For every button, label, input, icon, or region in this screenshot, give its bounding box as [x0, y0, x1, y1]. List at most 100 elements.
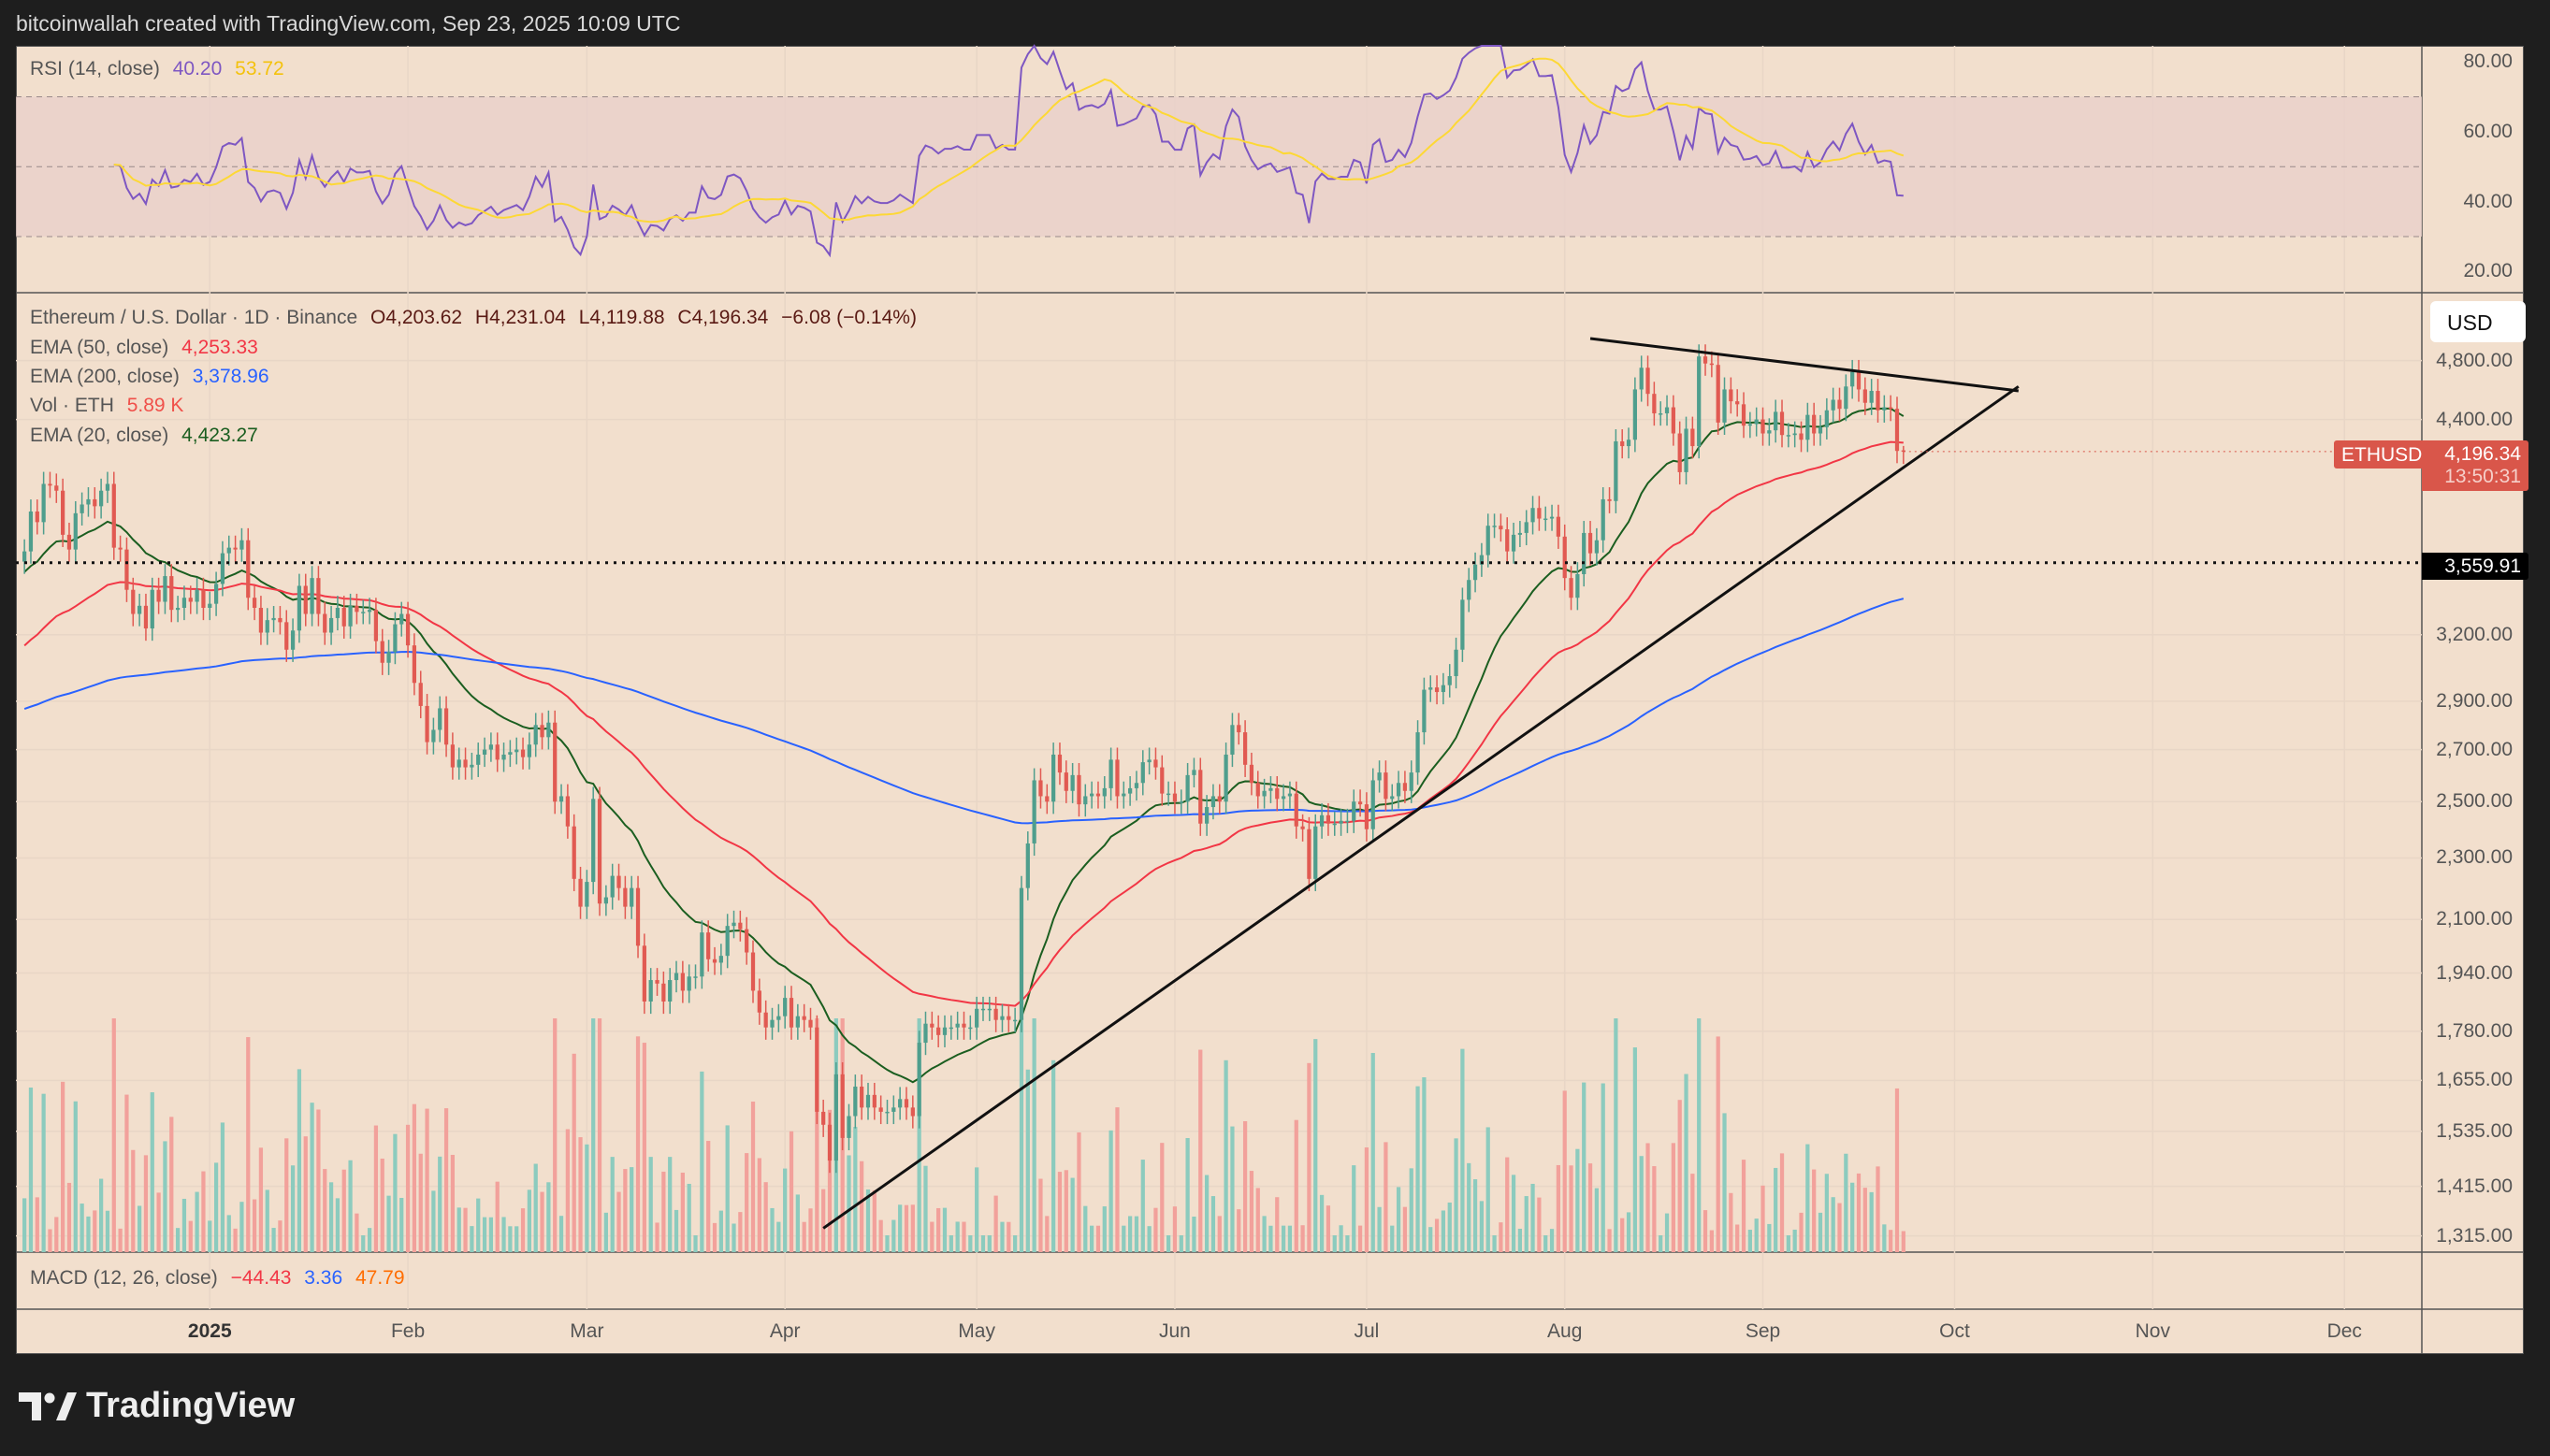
- volume-bar: [1614, 1018, 1618, 1252]
- candle: [488, 744, 494, 750]
- candle: [355, 605, 359, 613]
- candle: [1530, 508, 1535, 523]
- volume-bar: [1051, 1060, 1056, 1252]
- volume-bar: [1831, 1197, 1835, 1252]
- candle: [757, 990, 761, 1013]
- chart-frame[interactable]: [16, 46, 2524, 1354]
- candle: [1594, 540, 1599, 554]
- candle: [1812, 414, 1817, 434]
- currency-button[interactable]: USD: [2430, 301, 2526, 342]
- volume-bar: [1409, 1168, 1413, 1252]
- volume-bar: [361, 1235, 366, 1252]
- volume-bar: [1524, 1196, 1529, 1252]
- time-label-apr: Apr: [769, 1320, 801, 1342]
- volume-bar: [86, 1216, 91, 1252]
- candle: [738, 922, 743, 930]
- volume-bar: [98, 1178, 104, 1252]
- candle: [80, 504, 84, 513]
- candle: [827, 1124, 833, 1161]
- volume-bar: [239, 1202, 244, 1252]
- candle: [246, 540, 251, 598]
- volume-bar: [1492, 1235, 1497, 1252]
- volume-bar: [603, 1212, 608, 1252]
- volume-bar: [1287, 1225, 1293, 1252]
- volume-bar: [1754, 1218, 1759, 1252]
- volume-legend[interactable]: Vol · ETH 5.89 K: [30, 395, 191, 417]
- candle: [54, 485, 59, 491]
- candle: [1147, 759, 1152, 763]
- candle: [22, 551, 27, 562]
- tradingview-logo[interactable]: TradingView: [19, 1386, 295, 1426]
- macd-legend[interactable]: MACD (12, 26, close) −44.43 3.36 47.79: [30, 1267, 413, 1290]
- candle: [732, 922, 736, 927]
- volume-bar: [1517, 1228, 1523, 1252]
- volume-bar: [1255, 1188, 1260, 1252]
- candle: [642, 945, 646, 1002]
- volume-bar: [1505, 1157, 1510, 1252]
- candle: [553, 722, 558, 802]
- candle: [1505, 529, 1510, 552]
- volume-bar: [789, 1131, 794, 1252]
- candle: [470, 764, 474, 768]
- candle: [156, 589, 161, 602]
- candle: [328, 617, 334, 633]
- volume-bar: [1147, 1226, 1152, 1252]
- candle: [1460, 599, 1465, 650]
- candle: [290, 630, 296, 650]
- candle: [1281, 796, 1286, 800]
- volume-bar: [1108, 1130, 1113, 1252]
- volume-bar: [1268, 1225, 1273, 1252]
- volume-bar: [265, 1189, 269, 1252]
- volume-bar: [514, 1226, 519, 1252]
- candle: [1543, 518, 1548, 521]
- ema50-legend[interactable]: EMA (50, close) 4,253.33: [30, 337, 266, 359]
- volume-bar: [917, 1018, 921, 1252]
- candle: [674, 973, 679, 981]
- volume-bar: [341, 1169, 346, 1252]
- candle: [405, 613, 411, 646]
- bar-countdown: 13:50:31: [2444, 466, 2521, 487]
- horizontal-line-tag[interactable]: 3,559.91: [2422, 553, 2528, 580]
- volume-bar: [1179, 1235, 1183, 1252]
- candle: [591, 799, 596, 883]
- volume-bar: [1428, 1227, 1433, 1252]
- candle: [450, 744, 456, 768]
- volume-bar: [865, 1189, 871, 1252]
- ema200-legend[interactable]: EMA (200, close) 3,378.96: [30, 366, 277, 388]
- candle: [962, 1023, 966, 1028]
- volume-bar: [1275, 1197, 1280, 1252]
- candle: [1690, 428, 1695, 447]
- volume-bar: [1862, 1188, 1867, 1252]
- candle: [514, 749, 519, 753]
- volume-value: 5.89 K: [126, 395, 184, 416]
- volume-bar: [1818, 1212, 1823, 1252]
- volume-bar: [1824, 1174, 1829, 1252]
- volume-bar: [290, 1165, 296, 1252]
- candle: [131, 589, 136, 614]
- candle: [585, 882, 589, 907]
- volume-bar: [1889, 1230, 1893, 1252]
- volume-bar: [1364, 1147, 1369, 1252]
- candle: [917, 1043, 921, 1117]
- candle: [1754, 419, 1759, 425]
- volume-bar: [111, 1018, 116, 1252]
- symbol-title[interactable]: Ethereum / U.S. Dollar · 1D · Binance: [30, 307, 358, 328]
- volume-bar: [808, 1208, 813, 1252]
- volume-bar: [1594, 1188, 1599, 1252]
- ema20-legend[interactable]: EMA (20, close) 4,423.27: [30, 425, 266, 447]
- candle: [1582, 532, 1587, 574]
- volume-bar: [1242, 1120, 1248, 1252]
- price-axis-label: 2,100.00: [2436, 908, 2513, 930]
- time-label-may: May: [958, 1320, 995, 1342]
- descending-trendline[interactable]: [1589, 337, 2019, 393]
- candle: [93, 498, 97, 507]
- candle: [1045, 796, 1050, 802]
- volume-bar: [687, 1183, 691, 1252]
- volume-bar: [246, 1037, 251, 1252]
- volume-bar: [380, 1158, 384, 1252]
- ascending-trendline[interactable]: [822, 385, 2020, 1230]
- candle: [335, 607, 340, 618]
- candle: [1122, 793, 1126, 797]
- volume-bar: [412, 1103, 417, 1252]
